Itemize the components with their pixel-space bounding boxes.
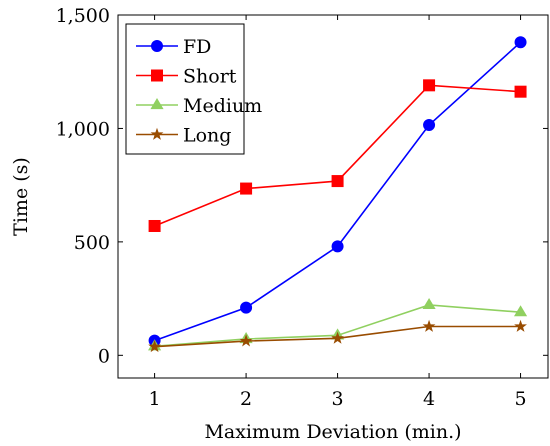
y-tick-label: 1,000 xyxy=(56,118,110,140)
legend-label-medium: Medium xyxy=(183,95,262,117)
data-point-short xyxy=(240,182,253,195)
data-point-medium xyxy=(422,297,436,310)
legend-label-long: Long xyxy=(183,125,231,147)
data-point-long xyxy=(239,334,253,347)
data-point-fd xyxy=(240,301,253,314)
x-axis-label: Maximum Deviation (min.) xyxy=(204,421,461,443)
data-point-short xyxy=(514,85,527,98)
data-point-long xyxy=(331,331,344,344)
legend-label-fd: FD xyxy=(183,36,211,58)
ticks-layer: 1 2 3 4 5 0 500 1,000 1,500 xyxy=(56,5,548,410)
series-layer xyxy=(148,36,528,353)
x-tick-label: 3 xyxy=(332,388,344,410)
series-fd xyxy=(148,36,527,347)
data-point-fd xyxy=(423,119,436,132)
plot-area-frame xyxy=(117,14,549,379)
series-medium xyxy=(148,297,528,351)
data-point-long xyxy=(422,319,436,332)
y-tick-label: 500 xyxy=(74,232,110,254)
x-tick-label: 4 xyxy=(423,388,435,410)
y-axis-label: Time (s) xyxy=(10,157,32,236)
data-point-medium xyxy=(513,305,528,317)
x-tick-label: 5 xyxy=(515,388,527,410)
legend-marker-short xyxy=(151,69,163,82)
series-long xyxy=(148,319,527,353)
legend-label-short: Short xyxy=(183,66,237,88)
legend-marker-fd xyxy=(151,40,163,52)
x-tick-label: 1 xyxy=(149,388,161,410)
data-point-short xyxy=(148,219,161,232)
data-point-fd xyxy=(514,36,527,49)
y-tick-label: 0 xyxy=(98,345,110,367)
legend-marker-long xyxy=(150,127,164,140)
legend-marker-medium xyxy=(150,98,164,110)
legend: FD Short Medium Long xyxy=(125,23,262,155)
data-point-long xyxy=(148,339,161,353)
y-tick-label: 1,500 xyxy=(56,5,110,27)
x-tick-label: 2 xyxy=(240,388,252,410)
data-point-short xyxy=(331,175,344,188)
data-point-long xyxy=(514,319,527,332)
data-point-fd xyxy=(331,240,344,253)
data-point-short xyxy=(423,79,436,92)
series-short xyxy=(148,79,527,232)
